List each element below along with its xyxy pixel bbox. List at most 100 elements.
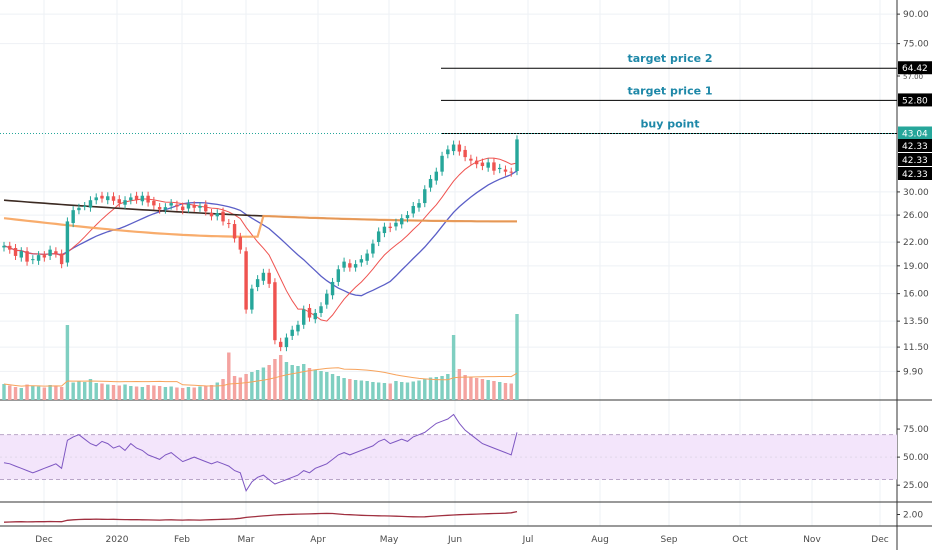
candle-body — [146, 195, 150, 203]
volume-bar — [25, 384, 29, 400]
price-tick-label: 90.00 — [903, 10, 929, 20]
candle-body — [244, 251, 248, 310]
price-badge — [898, 167, 932, 180]
volume-bar — [54, 385, 58, 400]
price-tick-label: 30.00 — [903, 188, 929, 198]
candle-body — [221, 211, 225, 222]
candle-body — [129, 197, 133, 201]
month-label: Feb — [174, 535, 190, 545]
month-label: Aug — [591, 535, 609, 545]
candle-body — [273, 282, 277, 341]
candle-body — [250, 288, 254, 310]
volume-bar — [163, 387, 168, 400]
volume-bar — [400, 382, 404, 400]
candle-body — [486, 162, 490, 168]
candle-body — [457, 144, 462, 152]
candle-body — [330, 281, 335, 296]
rsi-band — [0, 434, 897, 480]
candle-body — [515, 139, 519, 171]
volume-bar — [469, 377, 473, 400]
month-label: Mar — [238, 535, 255, 545]
volume-bar — [244, 374, 248, 400]
volume-bar — [215, 382, 219, 400]
price-badge-label: 52.80 — [902, 96, 928, 106]
candle-body — [134, 195, 139, 200]
candle-body — [186, 203, 191, 209]
volume-bar — [302, 364, 306, 400]
annotation-label: buy point — [641, 118, 700, 131]
volume-bar — [88, 379, 93, 400]
volume-bar — [394, 381, 398, 400]
volume-bar — [325, 372, 329, 400]
month-label: Oct — [732, 535, 748, 545]
candle-body — [65, 221, 70, 263]
volume-bar — [134, 386, 139, 400]
candle-body — [342, 261, 346, 268]
price-badge — [898, 139, 932, 152]
price-tick-label: 57.00 — [903, 73, 923, 81]
price-badge — [898, 93, 932, 107]
price-badge-label: 43.04 — [902, 130, 928, 140]
volume-bar — [371, 382, 375, 400]
volume-bar — [157, 386, 162, 400]
volume-bar — [19, 388, 24, 400]
candle-body — [509, 171, 513, 173]
volume-bar — [353, 380, 358, 400]
month-label: Apr — [310, 535, 326, 545]
candle-body — [371, 243, 375, 254]
candle-body — [376, 231, 381, 242]
candle-body — [353, 264, 358, 268]
volume-bar — [221, 379, 225, 400]
volume-bar — [42, 387, 47, 400]
candle-body — [400, 218, 404, 225]
candle-body — [169, 203, 173, 206]
volume-bar — [198, 386, 202, 400]
price-tick-label: 9.90 — [903, 367, 923, 377]
price-badge-label: 64.42 — [902, 64, 928, 74]
volume-bar — [36, 386, 41, 400]
volume-bar — [417, 380, 421, 400]
candle-body — [77, 207, 81, 211]
volume-bar — [255, 370, 260, 400]
ratio-tick-label: 2.00 — [903, 511, 923, 521]
candle-body — [290, 329, 294, 336]
candle-body — [325, 293, 329, 305]
candle-body — [175, 204, 179, 207]
volume-bar — [192, 387, 196, 400]
price-tick-label: 13.50 — [903, 317, 929, 327]
price-tick-label: 26.00 — [903, 211, 929, 221]
volume-bar — [411, 381, 415, 400]
candle-body — [417, 203, 421, 208]
volume-bar — [474, 378, 479, 400]
volume-bar — [290, 365, 294, 400]
price-badge-label: 42.33 — [902, 142, 928, 152]
candle-body — [123, 200, 127, 205]
volume-bar — [82, 382, 87, 400]
volume-bar — [365, 381, 369, 400]
volume-bar — [8, 385, 12, 400]
candle-body — [111, 196, 116, 201]
candle-body — [446, 149, 450, 155]
price-badge-label: 42.33 — [902, 156, 928, 166]
month-label: Jun — [447, 535, 462, 545]
volume-bar — [111, 385, 116, 400]
candle-body — [238, 236, 243, 250]
price-badge — [898, 61, 932, 75]
candle-body — [497, 167, 502, 170]
candle-body — [19, 251, 24, 258]
volume-bar — [209, 385, 214, 400]
price-tick-label: 11.50 — [903, 343, 929, 353]
volume-bar — [77, 381, 81, 400]
candle-body — [117, 199, 121, 204]
volume-bar — [129, 386, 133, 400]
rsi-line — [3, 413, 518, 492]
candle-body — [405, 215, 410, 219]
candle-body — [42, 255, 47, 258]
candle-body — [100, 195, 104, 199]
volume-bar — [48, 385, 52, 400]
candle-body — [255, 279, 260, 288]
volume-bar — [446, 374, 450, 400]
rsi-tick-label: 25.00 — [903, 481, 929, 491]
